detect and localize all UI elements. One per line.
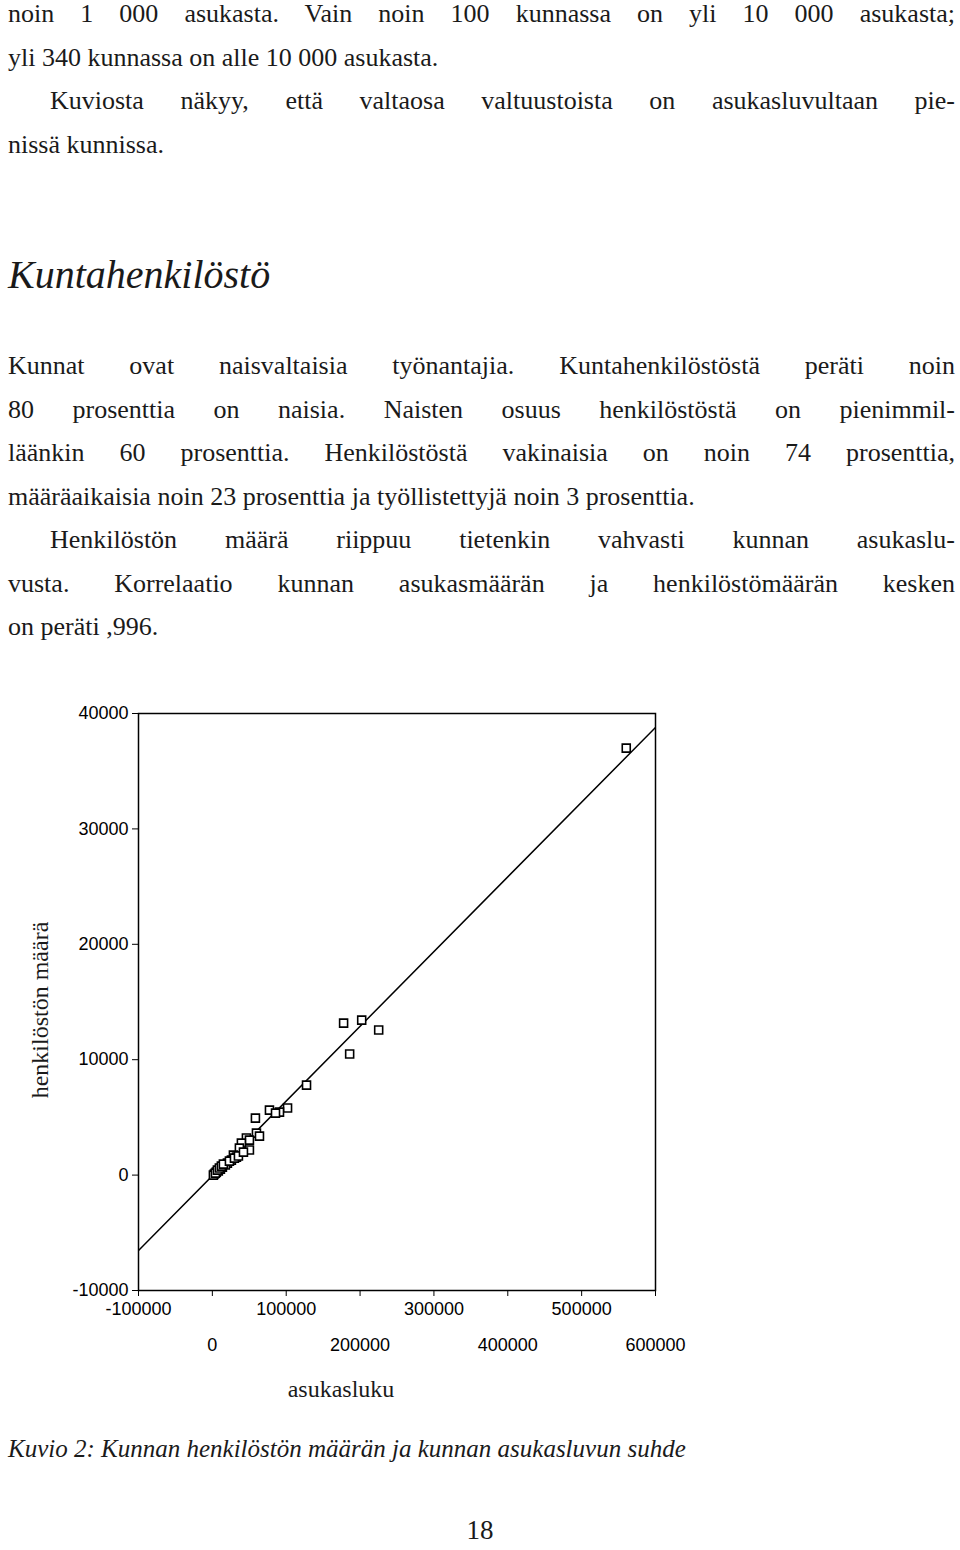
svg-text:20000: 20000 [78, 934, 128, 954]
html-text:vusta. Korrelaatio kunnan asuk: vusta. Korrelaatio kunnan asukasmäärän j… [8, 568, 955, 598]
html-text:Kuviosta näkyy, että valtaosa: Kuviosta näkyy, että valtaosa valtuustoi… [50, 86, 955, 115]
html-text:asukasluku: asukasluku [287, 1376, 395, 1402]
svg-text:-10000: -10000 [72, 1280, 128, 1300]
svg-text:40000: 40000 [78, 703, 128, 723]
svg-text:600000: 600000 [625, 1335, 685, 1355]
svg-text:200000: 200000 [330, 1335, 390, 1355]
html-text:nissä kunnissa.: nissä kunnissa. [8, 129, 164, 159]
svg-text:400000: 400000 [478, 1335, 538, 1355]
html-text:yli 340 kunnassa on alle 10 00: yli 340 kunnassa on alle 10 000 asukasta… [8, 42, 439, 72]
svg-text:0: 0 [118, 1165, 128, 1185]
svg-text:100000: 100000 [256, 1299, 316, 1319]
html-text:Kuvio 2: Kunnan henkilöstön mä: Kuvio 2: Kunnan henkilöstön määrän ja ku… [8, 1435, 686, 1462]
html-text:Kuntahenkilöstö: Kuntahenkilöstö [8, 252, 271, 297]
html-text:määräaikaisia noin 23 prosentt: määräaikaisia noin 23 prosenttia ja työl… [8, 481, 695, 511]
html-text:on peräti ,996.: on peräti ,996. [8, 612, 159, 641]
svg-text:0: 0 [207, 1335, 217, 1355]
html-text:Henkilöstön määrä riippuu tiet: Henkilöstön määrä riippuu tietenkin vahv… [50, 525, 955, 554]
html-text:80 prosenttia on naisia. Naist: 80 prosenttia on naisia. Naisten osuus h… [8, 394, 955, 424]
html-text:henkilöstön määrä: henkilöstön määrä [26, 921, 53, 1099]
html-text:noin 1 000 asukasta. Vain noin: noin 1 000 asukasta. Vain noin 100 kunna… [8, 0, 955, 28]
html-text:18: 18 [466, 1515, 494, 1545]
svg-text:10000: 10000 [78, 1049, 128, 1069]
svg-text:30000: 30000 [78, 819, 128, 839]
html-text:Kunnat ovat naisvaltaisia työn: Kunnat ovat naisvaltaisia työnantajia. K… [8, 351, 955, 380]
html-text:läänkin 60 prosenttia. Henkilö: läänkin 60 prosenttia. Henkilöstöstä vak… [8, 438, 955, 467]
svg-text:500000: 500000 [552, 1299, 612, 1319]
svg-text:300000: 300000 [404, 1299, 464, 1319]
svg-text:-100000: -100000 [105, 1299, 171, 1319]
